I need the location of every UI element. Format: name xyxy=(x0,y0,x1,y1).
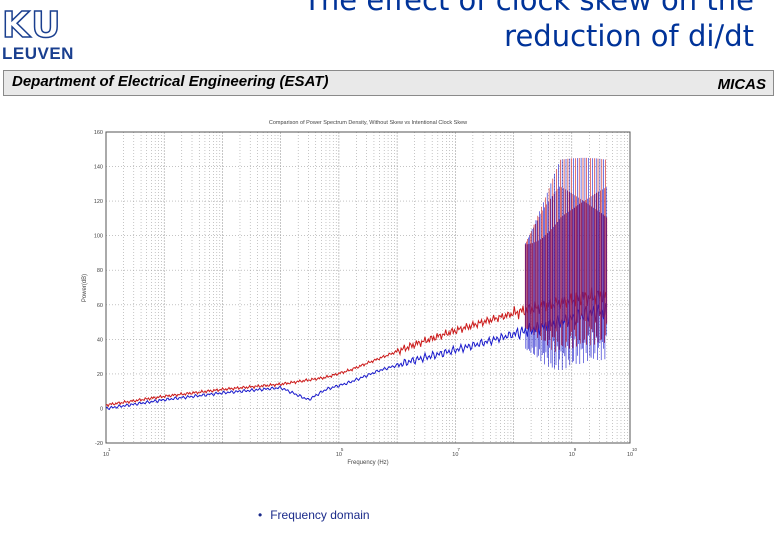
chart-title: Comparison of Power Spectrum Density, Wi… xyxy=(269,120,467,126)
logo-mark: KU xyxy=(1,4,63,47)
group-label: MICAS xyxy=(717,76,766,93)
x-tick-exponent: 9 xyxy=(574,447,577,452)
y-tick-label: 20 xyxy=(97,372,103,378)
department-label: Department of Electrical Engineering (ES… xyxy=(12,73,329,90)
slide-title-line1: The effect of clock skew on the xyxy=(303,0,754,17)
x-tick-label: 10 xyxy=(336,452,342,458)
bullet-item: • Frequency domain xyxy=(258,508,370,522)
chart-xlabel: Frequency (Hz) xyxy=(347,460,388,466)
plot-frame xyxy=(105,131,631,444)
x-tick-exponent: 10 xyxy=(632,447,638,452)
x-tick-label: 10 xyxy=(569,452,575,458)
x-tick-exponent: 1 xyxy=(108,447,111,452)
logo-city: LEUVEN xyxy=(2,44,74,63)
y-tick-label: 40 xyxy=(97,337,103,343)
x-tick-label: 10 xyxy=(103,452,109,458)
bullet-text: Frequency domain xyxy=(270,508,370,522)
y-tick-label: 0 xyxy=(100,406,103,412)
ku-leuven-logo: KU LEUVEN xyxy=(0,0,100,66)
chart-series xyxy=(105,157,608,411)
y-tick-label: 80 xyxy=(97,268,103,274)
y-tick-label: 100 xyxy=(94,234,103,240)
y-tick-label: 140 xyxy=(94,165,103,171)
x-tick-label: 10 xyxy=(627,452,633,458)
slide-title-line2: reduction of di/dt xyxy=(504,19,754,53)
y-tick-label: 160 xyxy=(94,130,103,136)
harmonic-spikes xyxy=(524,157,608,370)
x-tick-exponent: 7 xyxy=(457,447,460,452)
bullet-dot: • xyxy=(258,508,263,522)
header-bar xyxy=(3,70,774,96)
series-line-2 xyxy=(105,303,608,411)
chart-ylabel: Power(dB) xyxy=(82,274,88,302)
x-tick-exponent: 5 xyxy=(341,447,344,452)
slide-title: The effect of clock skew on the reductio… xyxy=(303,0,754,54)
y-tick-label: -20 xyxy=(95,441,103,447)
y-tick-label: 120 xyxy=(94,199,103,205)
x-tick-label: 10 xyxy=(452,452,458,458)
series-line-1 xyxy=(105,287,608,408)
y-tick-label: 60 xyxy=(97,303,103,309)
chart-grid xyxy=(106,132,630,443)
